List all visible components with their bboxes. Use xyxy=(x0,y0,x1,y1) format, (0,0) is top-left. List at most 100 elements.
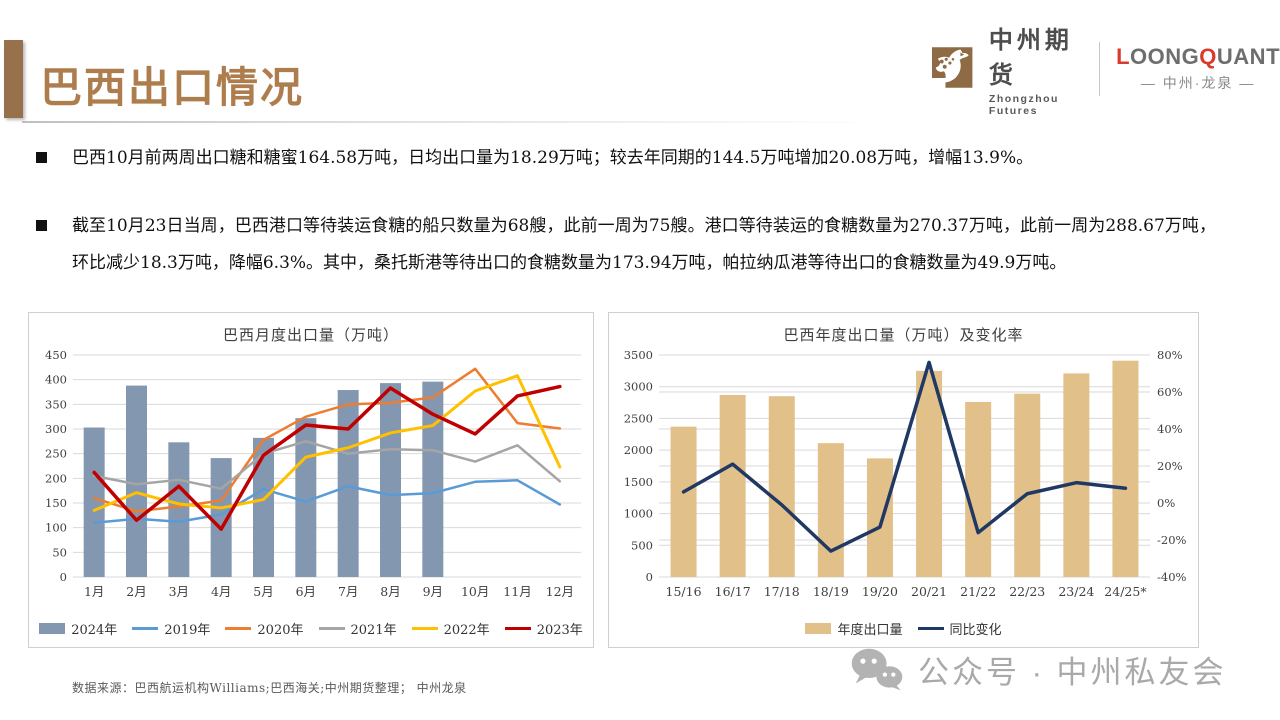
legend-label: 2023年 xyxy=(536,623,583,638)
bullet-1: 巴西10月前两周出口糖和糖蜜164.58万吨，日均出口量为18.29万吨；较去年… xyxy=(36,140,1216,177)
svg-text:17/18: 17/18 xyxy=(764,584,800,599)
svg-text:40%: 40% xyxy=(1157,422,1183,436)
legend-item-2022年: 2022年 xyxy=(411,619,490,638)
svg-text:1000: 1000 xyxy=(624,507,653,521)
svg-text:2000: 2000 xyxy=(624,443,653,457)
annual-chart-plot: 0 500 1000 1500 2000 2500 3000 3500 -40% -20% 0% 20… xyxy=(624,348,1187,599)
gridlines: 0 500 1000 1500 2000 2500 3000 3500 -40% -20% 0% 20… xyxy=(624,348,1187,584)
bullet-square-icon xyxy=(36,152,47,163)
bullet-2-text: 截至10月23日当周，巴西港口等待装运食糖的船只数量为68艘，此前一周为75艘。… xyxy=(72,216,1216,273)
legend-line-swatch xyxy=(504,627,531,630)
loongquant-letter-group: L xyxy=(1116,44,1131,69)
svg-text:1500: 1500 xyxy=(624,475,653,489)
loongquant-logo: LOONGQUANT — 中州·龙泉 — xyxy=(1116,44,1280,93)
line-2020年 xyxy=(92,367,562,513)
legend-item-2020年: 2020年 xyxy=(225,619,304,638)
svg-text:3500: 3500 xyxy=(624,348,653,362)
line-2022年 xyxy=(92,374,562,512)
svg-text:0: 0 xyxy=(60,570,67,584)
svg-text:350: 350 xyxy=(45,397,67,411)
svg-text:12月: 12月 xyxy=(546,584,574,599)
svg-text:450: 450 xyxy=(45,348,67,362)
legend-label: 2024年 xyxy=(71,623,118,638)
svg-text:200: 200 xyxy=(45,471,67,485)
legend-item-2021年: 2021年 xyxy=(318,619,397,638)
annual-chart-title: 巴西年度出口量（万吨）及变化率 xyxy=(783,326,1024,344)
svg-text:80%: 80% xyxy=(1157,348,1183,362)
watermark-text: 公众号 · 中州私友会 xyxy=(918,654,1227,690)
data-source-note: 数据来源：巴西航运机构Williams;巴西海关;中州期货整理； 中州龙泉 xyxy=(72,681,467,695)
svg-text:300: 300 xyxy=(45,422,67,436)
monthly-chart-legend: 2024年 2019年 2020年 2021年 2022年 2023年 xyxy=(29,619,593,638)
monthly-export-chart: 巴西月度出口量（万吨） 0 50 100 150 200 250 300 350 400 450 1… xyxy=(28,312,594,648)
svg-text:-40%: -40% xyxy=(1157,570,1187,584)
loongquant-letter-group: OONG xyxy=(1130,44,1200,69)
loongquant-sub: — 中州·龙泉 — xyxy=(1140,75,1256,91)
svg-text:10月: 10月 xyxy=(461,584,489,599)
svg-text:5月: 5月 xyxy=(253,584,273,599)
svg-text:23/24: 23/24 xyxy=(1058,584,1094,599)
line-2021年 xyxy=(92,440,562,490)
wechat-icon xyxy=(851,648,903,691)
svg-text:20%: 20% xyxy=(1157,459,1183,473)
svg-text:4月: 4月 xyxy=(211,584,231,599)
annual-chart-legend: 年度出口量 同比变化 xyxy=(609,619,1198,638)
legend-item-2023年: 2023年 xyxy=(504,619,583,638)
svg-text:9月: 9月 xyxy=(423,584,443,599)
svg-text:150: 150 xyxy=(45,496,67,510)
title-underline xyxy=(22,121,882,123)
legend-line-swatch xyxy=(132,627,159,630)
header-logos: 中州期货 Zhongzhou Futures LOONGQUANT — 中州·龙… xyxy=(926,20,1280,117)
legend-bar-swatch xyxy=(805,623,832,634)
line-2023年 xyxy=(92,384,562,531)
logo-divider xyxy=(1099,41,1101,96)
bars-2024年 xyxy=(83,381,444,577)
x-axis-labels: 15/16 16/17 17/18 18/19 19/20 20/21 21/22 22/23… xyxy=(666,584,1148,599)
bullet-square-icon xyxy=(36,220,47,231)
svg-text:1月: 1月 xyxy=(84,584,104,599)
svg-text:15/16: 15/16 xyxy=(666,584,702,599)
legend-line-swatch xyxy=(225,627,252,630)
legend-label: 2019年 xyxy=(164,623,211,638)
loongquant-letter-group: Q xyxy=(1199,44,1217,69)
legend-item-2024年: 2024年 xyxy=(39,619,117,638)
loongquant-wordmark: LOONGQUANT xyxy=(1116,44,1280,70)
legend-line-swatch xyxy=(411,627,438,630)
zhongzhou-logo-en: Zhongzhou Futures xyxy=(988,93,1059,117)
svg-text:50: 50 xyxy=(52,545,67,559)
bars-年度出口量 xyxy=(670,360,1139,577)
annual-export-chart: 巴西年度出口量（万吨）及变化率 0 500 1000 1500 2000 2500 3000… xyxy=(608,312,1199,648)
svg-text:6月: 6月 xyxy=(296,584,316,599)
svg-text:18/19: 18/19 xyxy=(813,584,849,599)
svg-text:20/21: 20/21 xyxy=(911,584,947,599)
svg-text:3月: 3月 xyxy=(169,584,189,599)
bullet-1-text: 巴西10月前两周出口糖和糖蜜164.58万吨，日均出口量为18.29万吨；较去年… xyxy=(72,148,1034,168)
monthly-chart-plot: 0 50 100 150 200 250 300 350 400 450 1月 2月 3月 4月 5月 6月 7… xyxy=(45,348,581,599)
bullet-2: 截至10月23日当周，巴西港口等待装运食糖的船只数量为68艘，此前一周为75艘。… xyxy=(36,208,1216,282)
legend-label: 同比变化 xyxy=(949,623,1002,638)
svg-text:250: 250 xyxy=(45,447,67,461)
line-同比变化 xyxy=(681,360,1128,553)
line-2019年 xyxy=(92,479,562,524)
svg-text:11月: 11月 xyxy=(503,584,531,599)
svg-text:3000: 3000 xyxy=(624,380,653,394)
monthly-chart-title: 巴西月度出口量（万吨） xyxy=(222,326,399,344)
svg-text:24/25*: 24/25* xyxy=(1104,584,1147,599)
svg-text:500: 500 xyxy=(631,538,653,552)
legend-item-年度出口量: 年度出口量 xyxy=(805,619,903,638)
svg-text:7月: 7月 xyxy=(338,584,358,599)
legend-item-同比变化: 同比变化 xyxy=(917,619,1002,638)
svg-text:-20%: -20% xyxy=(1157,533,1187,547)
svg-text:2500: 2500 xyxy=(624,411,653,425)
zhongzhou-logo-cn: 中州期货 xyxy=(988,27,1073,89)
svg-text:100: 100 xyxy=(45,521,67,535)
loongquant-letter-group: UANT xyxy=(1216,44,1280,69)
legend-item-2019年: 2019年 xyxy=(132,619,210,638)
svg-text:400: 400 xyxy=(45,373,67,387)
svg-text:8月: 8月 xyxy=(380,584,400,599)
zhongzhou-leopard-logo-icon xyxy=(931,46,973,88)
svg-text:2月: 2月 xyxy=(126,584,146,599)
page-title: 巴西出口情况 xyxy=(40,64,305,111)
svg-text:19/20: 19/20 xyxy=(862,584,898,599)
